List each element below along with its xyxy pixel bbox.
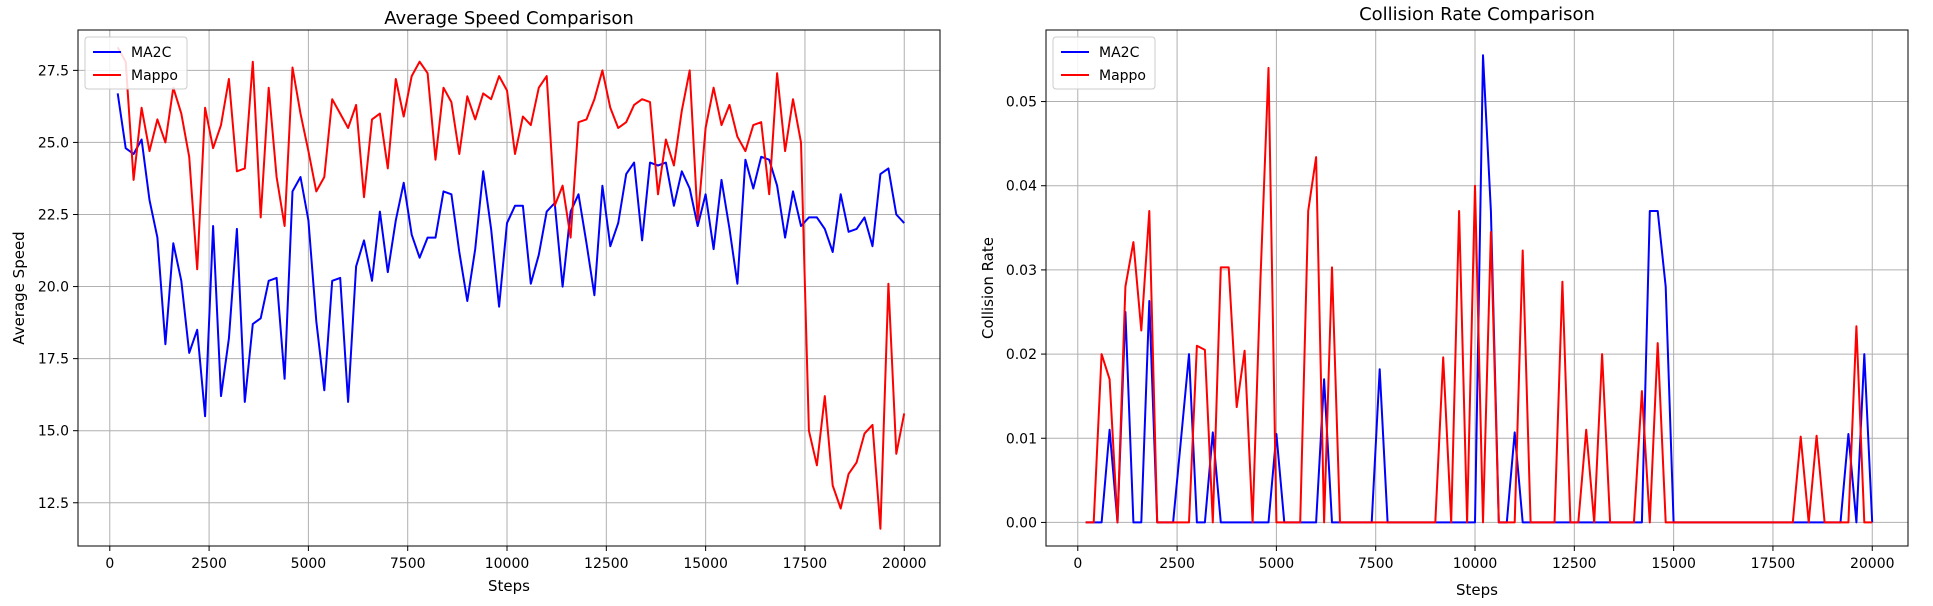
y-tick-label: 0.03	[1006, 263, 1037, 279]
x-tick-label: 0	[1073, 556, 1082, 572]
speed-chart-panel: 0 2500 5000 7500 10000 12500 15000 17500 20000 12…	[10, 8, 941, 595]
x-tick-label: 17500	[1751, 556, 1796, 572]
x-tick-label: 7500	[390, 556, 426, 572]
legend-label-mappo: Mappo	[131, 68, 178, 84]
x-axis-label: Steps	[488, 577, 530, 595]
legend: MA2C Mappo	[1052, 36, 1156, 90]
x-axis-label: Steps	[1456, 581, 1498, 599]
y-tick-label: 22.5	[38, 207, 69, 223]
x-tick-label: 5000	[1259, 556, 1295, 572]
series-line-ma2c	[116, 93, 905, 418]
y-tick-label: 0.02	[1006, 347, 1037, 363]
x-tick-label: 0	[105, 556, 114, 572]
legend-label-ma2c: MA2C	[1099, 45, 1140, 61]
x-tick-label: 12500	[584, 556, 629, 572]
x-tick-label: 10000	[1453, 556, 1498, 572]
y-tick-label: 0.04	[1006, 179, 1037, 195]
y-tick-label: 25.0	[38, 135, 69, 151]
legend-label-ma2c: MA2C	[131, 45, 172, 61]
plot-frame	[77, 29, 941, 547]
x-tick-label: 2500	[191, 556, 227, 572]
chart-title: Collision Rate Comparison	[1359, 4, 1595, 25]
x-tick-label: 20000	[882, 556, 927, 572]
series-line-mappo	[116, 46, 906, 530]
series-line-ma2c	[1085, 54, 1874, 524]
y-tick-label: 27.5	[38, 63, 69, 79]
chart-title: Average Speed Comparison	[384, 8, 634, 29]
y-tick-label: 17.5	[38, 352, 69, 368]
x-tick-label: 7500	[1358, 556, 1394, 572]
plot-frame	[1045, 29, 1909, 547]
x-tick-label: 15000	[1651, 556, 1696, 572]
legend-label-mappo: Mappo	[1099, 68, 1146, 84]
y-axis-label: Collision Rate	[979, 237, 997, 339]
x-tick-label: 10000	[485, 556, 530, 572]
x-tick-label: 5000	[291, 556, 327, 572]
y-tick-label: 20.0	[38, 280, 69, 296]
y-axis-label: Average Speed	[10, 231, 28, 344]
x-tick-label: 2500	[1159, 556, 1195, 572]
x-tick-label: 12500	[1552, 556, 1597, 572]
x-tick-label: 17500	[783, 556, 828, 572]
y-tick-label: 0.01	[1006, 431, 1037, 447]
series-line-mappo	[1085, 66, 1873, 524]
y-tick-label: 12.5	[38, 496, 69, 512]
x-tick-label: 15000	[683, 556, 728, 572]
legend: MA2C Mappo	[84, 36, 188, 90]
y-tick-label: 0.00	[1006, 515, 1037, 531]
y-tick-label: 0.05	[1006, 95, 1037, 111]
y-tick-label: 15.0	[38, 424, 69, 440]
collision-chart-panel: 0 2500 5000 7500 10000 12500 15000 17500 20000 0.…	[979, 4, 1909, 599]
x-tick-label: 20000	[1850, 556, 1895, 572]
